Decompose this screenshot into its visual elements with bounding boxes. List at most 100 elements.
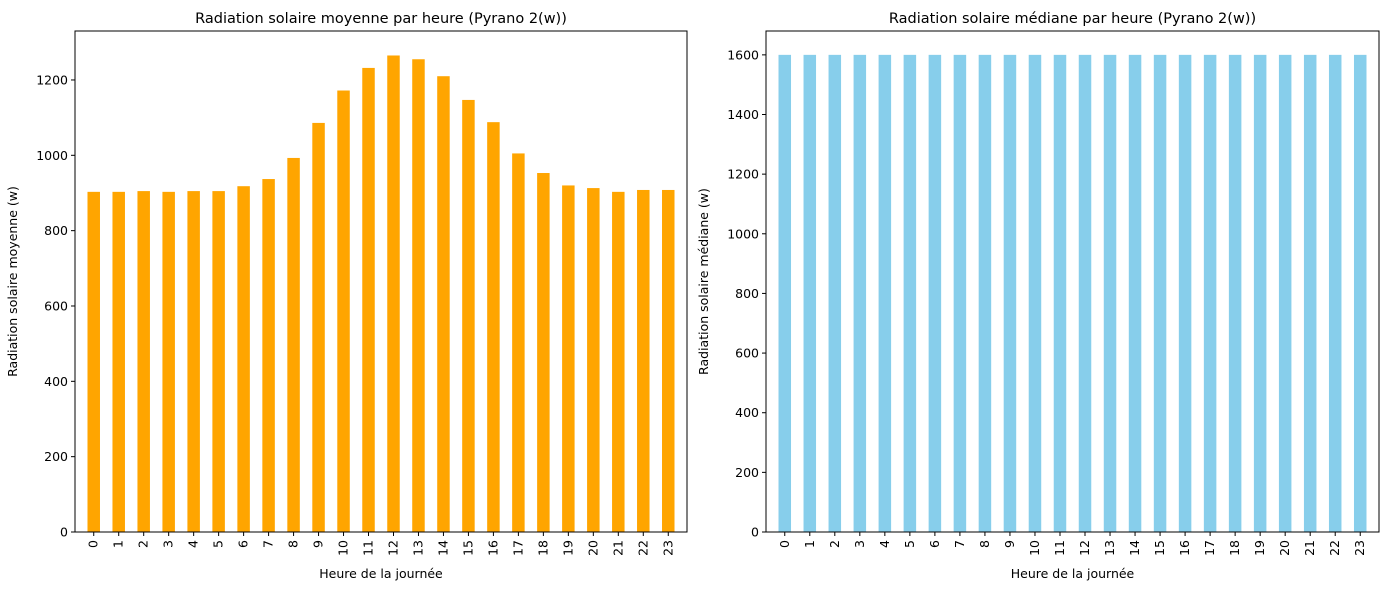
x-tick-label: 13 bbox=[410, 540, 425, 556]
bar bbox=[637, 189, 650, 532]
bar bbox=[462, 99, 475, 533]
y-tick-label: 1000 bbox=[727, 226, 759, 241]
y-tick-label: 400 bbox=[735, 405, 759, 420]
plot-frame bbox=[74, 30, 688, 533]
bar bbox=[803, 54, 817, 532]
bar bbox=[978, 54, 992, 532]
x-tick-label: 10 bbox=[336, 540, 351, 556]
x-tick-label: 3 bbox=[852, 540, 867, 548]
bar bbox=[212, 191, 225, 532]
bar bbox=[487, 122, 500, 533]
bar bbox=[262, 179, 275, 532]
x-tick-label: 1 bbox=[802, 540, 817, 548]
x-tick-label: 10 bbox=[1027, 540, 1042, 556]
x-axis-label: Heure de la journée bbox=[1011, 566, 1135, 581]
bar bbox=[1003, 54, 1017, 532]
y-axis-label: Radiation solaire moyenne (w) bbox=[5, 186, 20, 377]
y-tick-label: 800 bbox=[44, 223, 68, 238]
x-tick-label: 19 bbox=[1252, 540, 1267, 556]
x-tick-label: 13 bbox=[1102, 540, 1117, 556]
y-tick-label: 1000 bbox=[36, 148, 68, 163]
x-tick-label: 8 bbox=[977, 540, 992, 548]
x-tick-label: 12 bbox=[1077, 540, 1092, 556]
x-tick-label: 23 bbox=[1352, 540, 1367, 556]
x-axis-ticks: 0 1 2 3 4 5 6 7 8 9 10 11 12 13 14 15 16 17 18 19 20 21 22 23 bbox=[777, 532, 1367, 556]
y-tick-label: 1600 bbox=[727, 47, 759, 62]
y-axis-label: Radiation solaire médiane (w) bbox=[696, 188, 711, 375]
bar bbox=[337, 90, 350, 532]
bar bbox=[1353, 54, 1367, 532]
x-tick-label: 20 bbox=[585, 540, 600, 556]
x-tick-label: 18 bbox=[1227, 540, 1242, 556]
bar bbox=[512, 153, 525, 532]
chart-median-radiation: Radiation solaire médiane par heure (Pyr… bbox=[696, 11, 1380, 581]
y-tick-label: 1400 bbox=[727, 107, 759, 122]
x-tick-label: 9 bbox=[311, 540, 326, 548]
x-tick-label: 23 bbox=[660, 540, 675, 556]
bar bbox=[662, 189, 675, 532]
bar-series bbox=[778, 54, 1367, 532]
bar bbox=[1253, 54, 1267, 532]
x-tick-label: 12 bbox=[385, 540, 400, 556]
bar bbox=[828, 54, 842, 532]
x-tick-label: 5 bbox=[211, 540, 226, 548]
bar bbox=[587, 188, 600, 532]
y-tick-label: 1200 bbox=[727, 167, 759, 182]
bar bbox=[778, 54, 792, 532]
bar bbox=[1178, 54, 1192, 532]
bar bbox=[1103, 54, 1117, 532]
bar-series bbox=[87, 55, 675, 533]
bar bbox=[1053, 54, 1067, 532]
y-tick-label: 600 bbox=[44, 298, 68, 313]
x-tick-label: 8 bbox=[286, 540, 301, 548]
bar bbox=[287, 157, 300, 532]
x-tick-label: 14 bbox=[1127, 540, 1142, 556]
bar bbox=[853, 54, 867, 532]
x-tick-label: 7 bbox=[261, 540, 276, 548]
y-tick-label: 800 bbox=[735, 286, 759, 301]
x-tick-label: 17 bbox=[1202, 540, 1217, 556]
bar bbox=[1303, 54, 1317, 532]
x-tick-label: 15 bbox=[1152, 540, 1167, 556]
bar bbox=[112, 191, 125, 533]
bar bbox=[1328, 54, 1342, 532]
x-tick-label: 11 bbox=[361, 540, 376, 556]
bar bbox=[1028, 54, 1042, 532]
chart-mean-radiation: Radiation solaire moyenne par heure (Pyr… bbox=[5, 11, 688, 581]
y-tick-label: 600 bbox=[735, 346, 759, 361]
bar bbox=[1078, 54, 1092, 532]
bar bbox=[1153, 54, 1167, 532]
bar bbox=[878, 54, 892, 532]
x-axis-ticks: 0 1 2 3 4 5 6 7 8 9 10 11 12 13 14 15 16 17 18 19 20 21 22 23 bbox=[86, 532, 675, 556]
x-tick-label: 0 bbox=[86, 540, 101, 548]
x-tick-label: 14 bbox=[435, 540, 450, 556]
bar bbox=[612, 191, 625, 533]
bar bbox=[387, 55, 400, 533]
x-tick-label: 19 bbox=[560, 540, 575, 556]
x-tick-label: 7 bbox=[952, 540, 967, 548]
y-tick-label: 200 bbox=[44, 449, 68, 464]
bar bbox=[1128, 54, 1142, 532]
y-tick-label: 1200 bbox=[36, 72, 68, 87]
x-tick-label: 16 bbox=[1177, 540, 1192, 556]
chart-title: Radiation solaire moyenne par heure (Pyr… bbox=[195, 11, 567, 27]
bar bbox=[537, 173, 550, 532]
x-tick-label: 5 bbox=[902, 540, 917, 548]
bar bbox=[1203, 54, 1217, 532]
bar bbox=[412, 59, 425, 532]
x-tick-label: 22 bbox=[1327, 540, 1342, 556]
x-tick-label: 9 bbox=[1002, 540, 1017, 548]
x-tick-label: 20 bbox=[1277, 540, 1292, 556]
bar bbox=[1278, 54, 1292, 532]
bar bbox=[562, 185, 575, 532]
x-tick-label: 11 bbox=[1052, 540, 1067, 556]
x-tick-label: 16 bbox=[485, 540, 500, 556]
y-tick-label: 200 bbox=[735, 465, 759, 480]
x-tick-label: 21 bbox=[1302, 540, 1317, 556]
bar bbox=[928, 54, 942, 532]
bar bbox=[362, 67, 375, 533]
y-axis-ticks: 0 200 400 600 800 1000 1200 1400 1600 bbox=[727, 47, 766, 540]
x-tick-label: 3 bbox=[161, 540, 176, 548]
x-tick-label: 4 bbox=[877, 540, 892, 548]
y-axis-ticks: 0 200 400 600 800 1000 1200 bbox=[36, 72, 75, 540]
